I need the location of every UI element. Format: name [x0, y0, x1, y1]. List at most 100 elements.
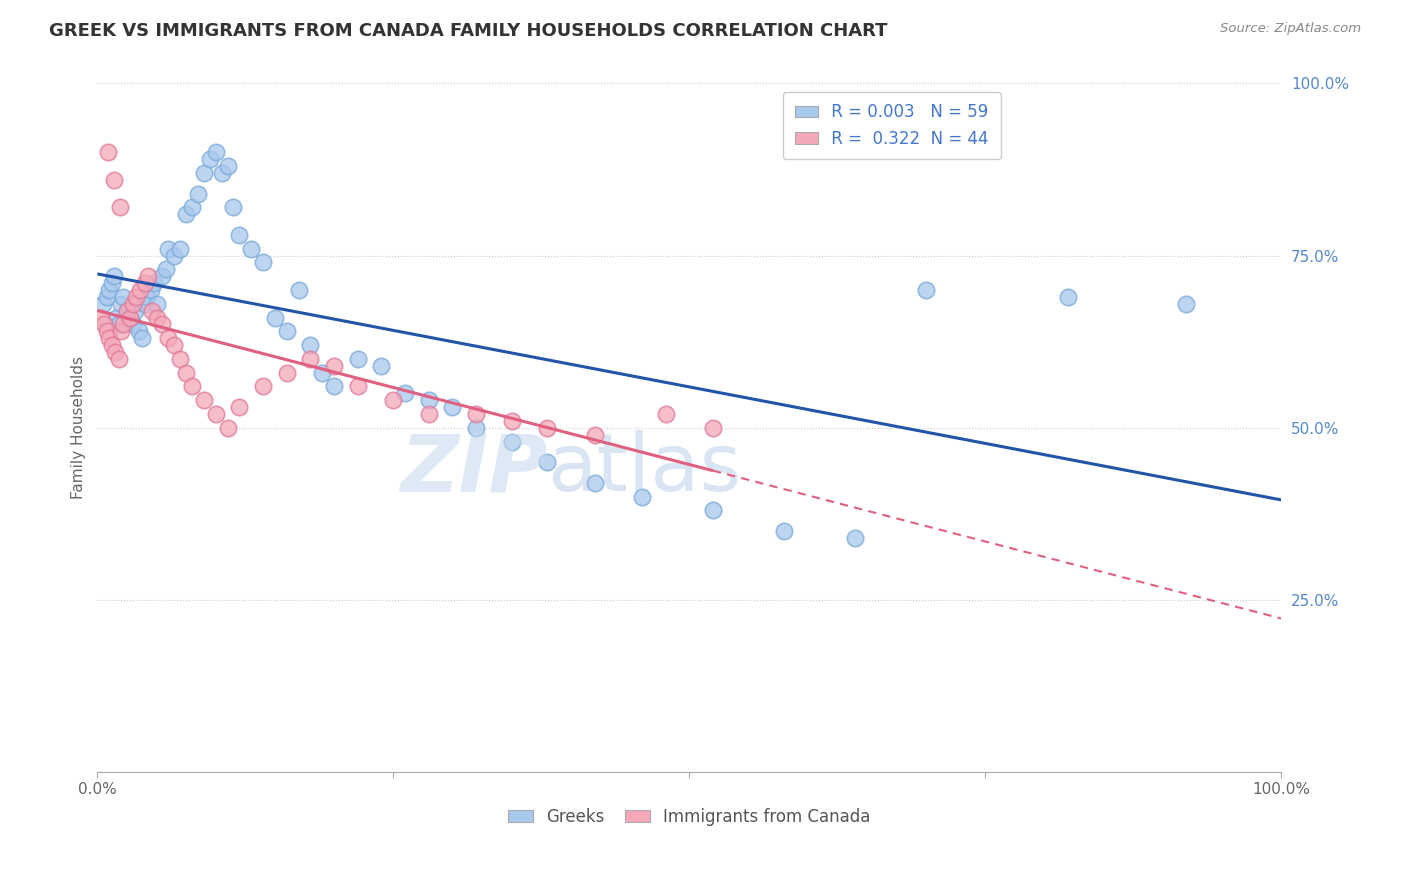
Point: [276, 324, 298, 338]
Point: [125, 290, 148, 304]
Point: [108, 200, 131, 214]
Point: [134, 276, 156, 290]
Point: [152, 269, 174, 284]
Point: [418, 407, 440, 421]
Point: [143, 276, 166, 290]
Point: [370, 359, 392, 373]
Point: [100, 276, 122, 290]
Point: [702, 503, 724, 517]
Point: [136, 290, 159, 304]
Point: [323, 359, 346, 373]
Point: [287, 283, 309, 297]
Point: [104, 345, 127, 359]
Point: [217, 159, 239, 173]
Text: Source: ZipAtlas.com: Source: ZipAtlas.com: [1220, 22, 1361, 36]
Point: [145, 310, 167, 325]
Point: [112, 290, 135, 304]
Point: [252, 255, 274, 269]
Text: ZIP: ZIP: [399, 430, 547, 508]
Point: [155, 262, 177, 277]
Point: [93, 318, 115, 332]
Point: [844, 531, 866, 545]
Point: [163, 338, 186, 352]
Point: [169, 242, 191, 256]
Point: [382, 393, 405, 408]
Point: [157, 242, 180, 256]
Point: [501, 414, 523, 428]
Point: [174, 207, 197, 221]
Point: [145, 297, 167, 311]
Point: [193, 393, 215, 408]
Point: [100, 338, 122, 352]
Y-axis label: Family Households: Family Households: [72, 356, 86, 500]
Legend: Greeks, Immigrants from Canada: Greeks, Immigrants from Canada: [502, 801, 877, 832]
Point: [222, 200, 245, 214]
Point: [103, 173, 125, 187]
Point: [163, 249, 186, 263]
Point: [240, 242, 263, 256]
Point: [110, 297, 132, 311]
Point: [107, 318, 129, 332]
Point: [323, 379, 346, 393]
Point: [211, 166, 233, 180]
Point: [773, 524, 796, 538]
Point: [631, 490, 654, 504]
Point: [198, 152, 221, 166]
Point: [110, 324, 132, 338]
Point: [276, 366, 298, 380]
Point: [157, 331, 180, 345]
Point: [131, 331, 153, 345]
Point: [915, 283, 938, 297]
Point: [115, 303, 138, 318]
Text: GREEK VS IMMIGRANTS FROM CANADA FAMILY HOUSEHOLDS CORRELATION CHART: GREEK VS IMMIGRANTS FROM CANADA FAMILY H…: [49, 22, 887, 40]
Point: [583, 475, 606, 490]
Point: [91, 297, 114, 311]
Point: [103, 269, 125, 284]
Point: [124, 303, 146, 318]
Point: [121, 297, 143, 311]
Point: [441, 400, 464, 414]
Point: [264, 310, 287, 325]
Point: [169, 351, 191, 366]
Point: [129, 283, 152, 297]
Point: [1175, 297, 1198, 311]
Point: [702, 421, 724, 435]
Point: [299, 351, 322, 366]
Point: [107, 351, 129, 366]
Point: [174, 366, 197, 380]
Point: [97, 145, 120, 160]
Point: [228, 227, 250, 242]
Point: [105, 310, 128, 325]
Point: [96, 290, 118, 304]
Point: [193, 166, 215, 180]
Point: [394, 386, 416, 401]
Point: [346, 379, 368, 393]
Point: [217, 421, 239, 435]
Point: [465, 421, 488, 435]
Point: [311, 366, 333, 380]
Point: [228, 400, 250, 414]
Point: [204, 145, 226, 160]
Point: [252, 379, 274, 393]
Point: [120, 310, 142, 325]
Point: [654, 407, 676, 421]
Point: [583, 427, 606, 442]
Point: [181, 200, 204, 214]
Point: [465, 407, 488, 421]
Point: [1057, 290, 1080, 304]
Point: [181, 379, 204, 393]
Point: [98, 283, 121, 297]
Point: [96, 324, 118, 338]
Point: [115, 303, 138, 318]
Point: [187, 186, 209, 201]
Point: [112, 318, 135, 332]
Point: [139, 283, 162, 297]
Point: [536, 455, 558, 469]
Point: [536, 421, 558, 435]
Point: [204, 407, 226, 421]
Point: [136, 269, 159, 284]
Point: [152, 318, 174, 332]
Point: [299, 338, 322, 352]
Point: [121, 318, 143, 332]
Point: [134, 297, 156, 311]
